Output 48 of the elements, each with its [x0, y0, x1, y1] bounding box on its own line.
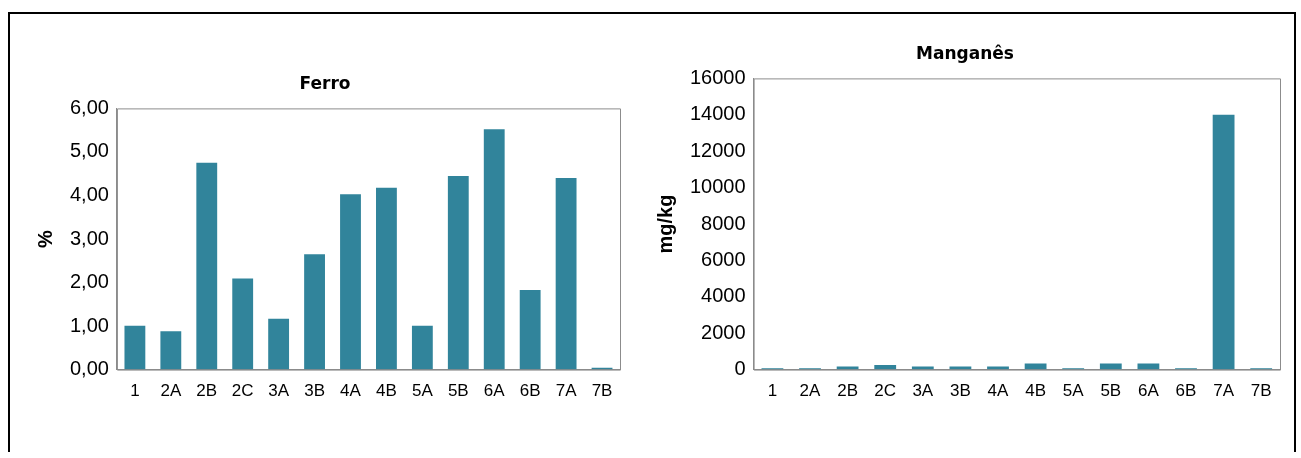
y-tick-label: 3,00 — [69, 226, 109, 249]
x-tick-label: 2C — [231, 381, 254, 401]
y-tick-label: 1,00 — [69, 313, 109, 336]
x-tick-label: 1 — [767, 381, 778, 401]
y-tick-label: 4,00 — [69, 182, 109, 205]
y-tick-label: 14000 — [689, 102, 746, 125]
y-tick-label: 10000 — [689, 175, 746, 198]
x-tick-label: 6B — [1175, 381, 1197, 401]
chart-title: Ferro — [299, 72, 351, 93]
x-tick-label: 2A — [160, 381, 182, 401]
x-tick-label: 7A — [555, 381, 578, 401]
y-tick-label: 0,00 — [69, 357, 109, 380]
x-tick-label: 5B — [447, 381, 469, 401]
x-tick-label: 3A — [268, 381, 290, 401]
y-tick-label: 8000 — [701, 211, 746, 234]
x-tick-label: 7A — [1213, 381, 1235, 401]
x-tick-label: 4B — [1025, 381, 1047, 401]
x-tick-label: 5A — [1062, 381, 1085, 401]
x-tick-label: 2C — [874, 381, 897, 401]
y-tick-label: 2000 — [701, 320, 746, 343]
x-tick-label: 4A — [987, 381, 1010, 401]
x-tick-label: 3B — [304, 381, 325, 401]
y-tick-label: 0 — [734, 357, 746, 380]
x-tick-label: 4A — [340, 381, 362, 401]
chart-title: Manganês — [916, 42, 1014, 63]
x-tick-label: 2B — [837, 381, 859, 401]
x-tick-label: 6B — [519, 381, 541, 401]
x-tick-label: 3B — [950, 381, 971, 401]
x-tick-label: 2A — [799, 381, 822, 401]
x-tick-label: 3A — [912, 381, 934, 401]
y-tick-label: 4000 — [701, 284, 746, 307]
y-axis-title: % — [33, 229, 56, 248]
x-tick-label: 6A — [483, 381, 506, 401]
x-tick-label: 6A — [1138, 381, 1160, 401]
y-tick-label: 2,00 — [69, 270, 109, 293]
y-tick-label: 5,00 — [69, 139, 109, 162]
y-tick-label: 16000 — [689, 65, 746, 88]
y-tick-label: 12000 — [689, 138, 746, 161]
x-tick-label: 5A — [411, 381, 434, 401]
y-tick-label: 6000 — [701, 247, 746, 270]
x-tick-label: 2B — [196, 381, 218, 401]
x-tick-label: 7B — [591, 381, 613, 401]
x-tick-label: 7B — [1250, 381, 1272, 401]
x-tick-label: 1 — [130, 381, 140, 401]
x-tick-label: 4B — [376, 381, 397, 401]
y-tick-label: 6,00 — [69, 95, 109, 118]
x-tick-label: 5B — [1100, 381, 1122, 401]
y-axis-title: mg/kg — [653, 194, 676, 254]
